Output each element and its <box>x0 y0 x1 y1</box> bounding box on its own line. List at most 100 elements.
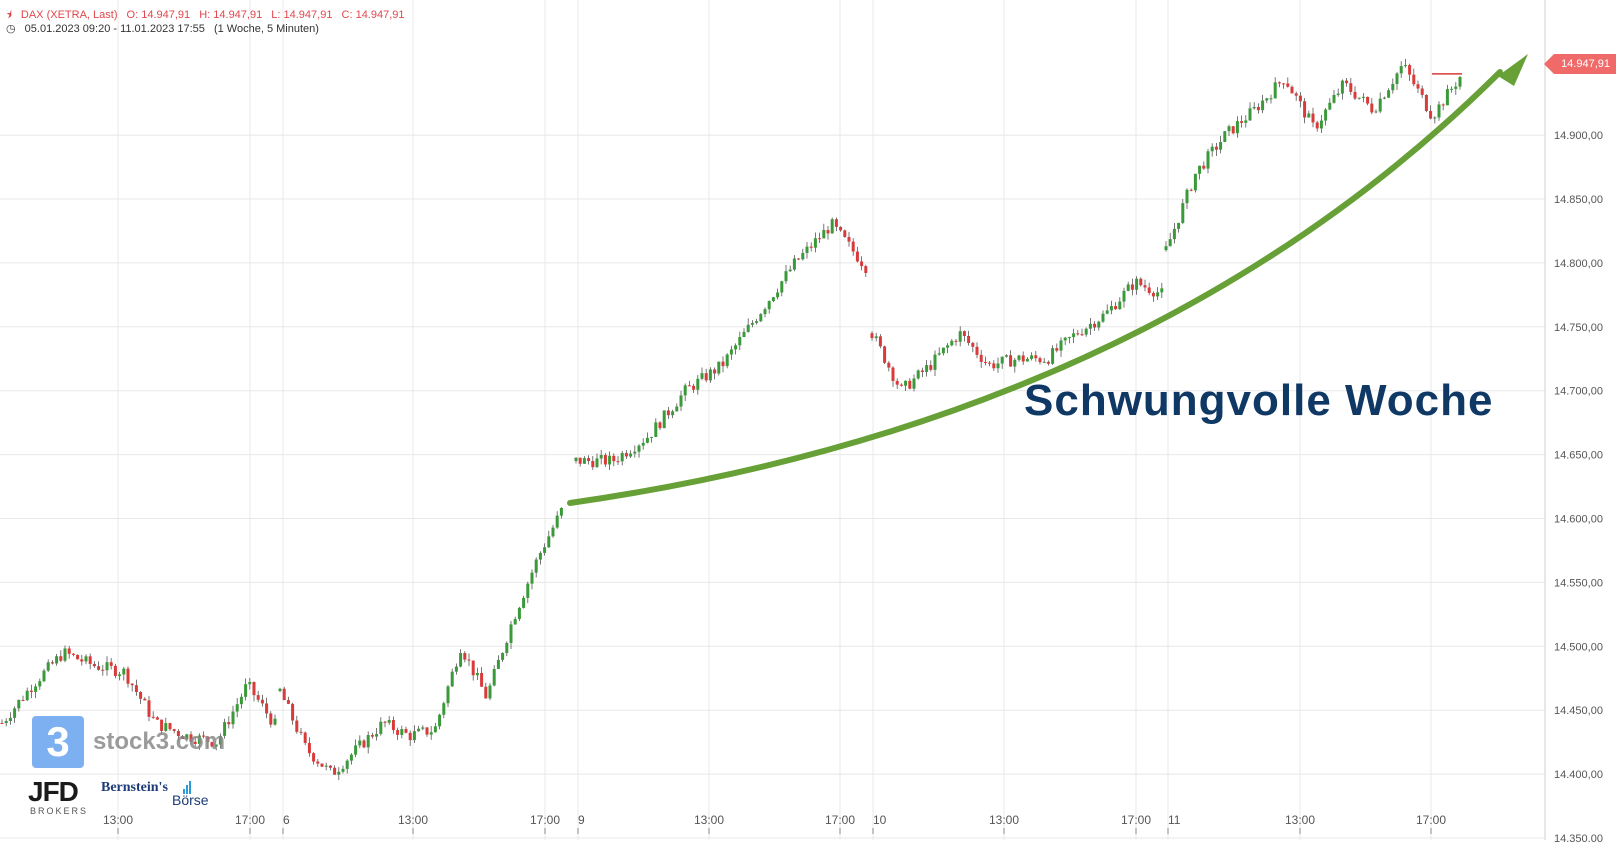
candle-body <box>358 740 362 746</box>
chart-header: ⯨ DAX (XETRA, Last) O: 14.947,91 H: 14.9… <box>6 6 411 25</box>
candle-body <box>1198 165 1202 174</box>
headline: Schwungvolle Woche <box>1024 376 1494 425</box>
candle-body <box>1294 93 1298 96</box>
candle-body <box>946 345 950 348</box>
candle-body <box>501 652 505 660</box>
candle-body <box>1458 76 1462 87</box>
candle-body <box>700 373 704 379</box>
y-axis: 14.350,00 14.400,00 14.450,00 14.500,00 14.5… <box>1554 130 1603 842</box>
candle-body <box>1185 189 1189 204</box>
candle-body <box>1046 361 1050 364</box>
candle-body <box>1353 91 1357 99</box>
candle-body <box>29 690 33 692</box>
candle-body <box>1051 348 1055 364</box>
x-tick-label: 17:00 <box>825 813 855 827</box>
candle-body <box>113 665 117 677</box>
candle-body <box>417 728 421 732</box>
candle-body <box>1135 278 1139 290</box>
candle-body <box>71 653 75 655</box>
candle-body <box>725 354 729 367</box>
candle-body <box>488 685 492 699</box>
candle-body <box>1231 126 1235 134</box>
candle-body <box>126 668 130 684</box>
candle-body <box>218 735 222 745</box>
candle-body <box>1366 96 1370 104</box>
candle-body <box>1450 88 1454 90</box>
candle-body <box>1382 97 1386 99</box>
candle-body <box>809 246 813 248</box>
candle-body <box>396 730 400 735</box>
candle-body <box>608 455 612 465</box>
candle-body <box>1240 121 1244 123</box>
candle-body <box>530 572 534 584</box>
candle-body <box>1315 122 1319 129</box>
candle-body <box>654 422 658 437</box>
candle-body <box>214 744 218 747</box>
date-range: 05.01.2023 09:20 - 11.01.2023 17:55 <box>24 23 205 35</box>
candle-body <box>1311 113 1315 123</box>
high-value: H: 14.947,91 <box>199 9 263 21</box>
candle-body <box>387 720 391 723</box>
candle-body <box>851 241 855 252</box>
candle-body <box>1412 74 1416 85</box>
candle-body <box>164 723 168 731</box>
candle-body <box>742 331 746 338</box>
candle-body <box>404 729 408 733</box>
bernstein-logo: Bernstein's <box>101 780 168 795</box>
candle-body <box>303 732 307 743</box>
candle-body <box>1193 173 1197 191</box>
candle-body <box>788 269 792 272</box>
candle-body <box>750 322 754 325</box>
candle-body <box>55 656 59 664</box>
candle-body <box>1004 355 1008 357</box>
candle-body <box>721 361 725 367</box>
candle-body <box>704 373 708 381</box>
y-tick-label: 14.750,00 <box>1554 322 1603 334</box>
candle-body <box>63 648 67 661</box>
candle-body <box>193 741 197 744</box>
candle-body <box>80 659 84 662</box>
candle-body <box>971 342 975 347</box>
candle-body <box>362 740 366 748</box>
candle-body <box>408 732 412 741</box>
candle-body <box>912 378 916 389</box>
candle-body <box>1214 146 1218 150</box>
candle-body <box>38 681 42 687</box>
candle-body <box>509 624 513 643</box>
candle-body <box>341 768 345 772</box>
candle-body <box>0 722 4 724</box>
candle-body <box>1328 102 1332 110</box>
candle-body <box>826 230 830 234</box>
candle-body <box>1017 355 1021 360</box>
candle-body <box>1370 103 1374 113</box>
x-tick-label: 17:00 <box>235 813 265 827</box>
candle-body <box>1324 109 1328 121</box>
candle-body <box>658 422 662 429</box>
candle-body <box>25 690 29 701</box>
candle-body <box>151 716 155 718</box>
candle-body <box>143 698 147 701</box>
candle-body <box>291 703 295 721</box>
x-tick-label: 10 <box>873 813 887 827</box>
candle-body <box>239 696 243 705</box>
x-tick-label: 13:00 <box>694 813 724 827</box>
candle-body <box>84 656 88 662</box>
candle-body <box>864 266 868 273</box>
y-tick-label: 14.450,00 <box>1554 705 1603 717</box>
candle-body <box>101 669 105 671</box>
low-value: L: 14.947,91 <box>271 9 333 21</box>
candle-body <box>633 451 637 454</box>
candle-body <box>988 362 992 364</box>
candle-body <box>1303 101 1307 118</box>
candle-body <box>920 370 924 373</box>
candle-body <box>412 731 416 741</box>
candle-body <box>231 711 235 725</box>
candle-body <box>1038 358 1042 363</box>
candle-body <box>962 331 966 336</box>
candle-body <box>248 681 252 685</box>
candle-body <box>679 395 683 407</box>
x-tick-label: 13:00 <box>398 813 428 827</box>
candle-body <box>843 230 847 238</box>
candle-body <box>1177 222 1181 229</box>
candle-body <box>307 742 311 754</box>
